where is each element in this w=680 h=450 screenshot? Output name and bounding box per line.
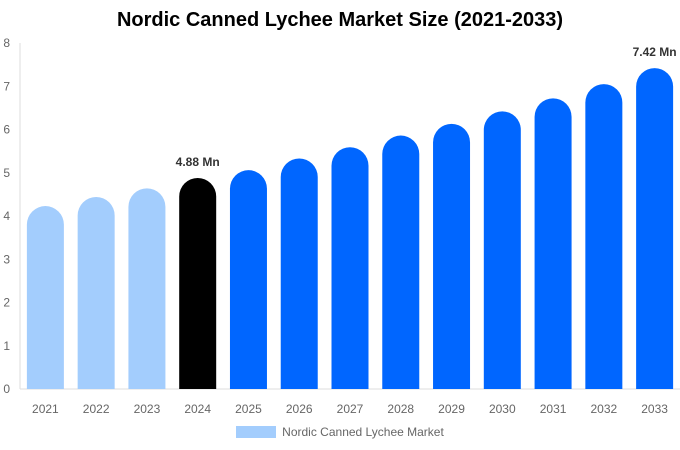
bar-2027 [331,147,369,389]
bar-2025 [229,170,267,389]
bar-2022 [77,196,115,389]
bar-2033 [636,68,674,390]
legend-swatch [236,426,277,438]
y-tick-label: 4 [3,209,10,223]
x-tick-label: 2033 [641,402,668,416]
chart-title: Nordic Canned Lychee Market Size (2021-2… [116,9,564,31]
bar-2028 [382,135,420,389]
x-tick-label: 2027 [337,402,364,416]
bar-2026 [280,158,318,389]
data-label: 7.42 Mn [633,45,677,59]
y-tick-label: 3 [3,252,10,266]
bar-2030 [483,111,521,389]
x-tick-label: 2028 [387,402,414,416]
y-tick-label: 0 [3,382,10,396]
legend[interactable]: Nordic Canned Lychee Market [0,425,680,439]
bar-2021 [26,206,64,389]
bar-2024 [179,177,217,389]
bar-2032 [585,84,623,390]
x-tick-label: 2022 [83,402,110,416]
bar-2023 [128,188,166,389]
x-tick-label: 2030 [489,402,516,416]
y-tick-label: 1 [3,339,10,353]
x-tick-label: 2032 [590,402,617,416]
y-tick-label: 5 [3,166,10,180]
bar-2029 [433,123,471,389]
x-tick-label: 2021 [32,402,59,416]
x-tick-label: 2023 [134,402,161,416]
data-label: 4.88 Mn [176,155,220,169]
y-tick-label: 8 [3,36,10,50]
x-tick-label: 2026 [286,402,313,416]
y-tick-label: 6 [3,123,10,137]
x-tick-label: 2031 [540,402,567,416]
y-tick-label: 7 [3,79,10,93]
x-tick-label: 2024 [184,402,211,416]
y-tick-label: 2 [3,296,10,310]
x-tick-label: 2025 [235,402,262,416]
bar-2031 [534,98,572,390]
x-tick-label: 2029 [438,402,465,416]
legend-label: Nordic Canned Lychee Market [282,425,444,439]
